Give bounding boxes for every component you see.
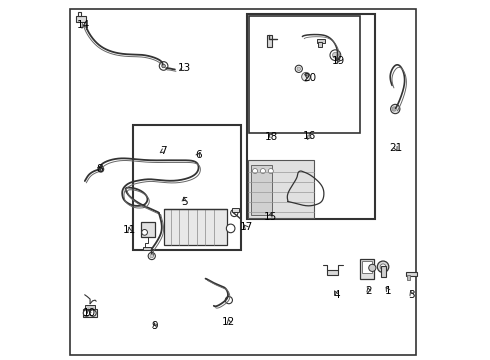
Text: 1: 1 xyxy=(385,286,392,296)
Circle shape xyxy=(377,261,389,273)
Circle shape xyxy=(269,168,273,174)
Circle shape xyxy=(150,254,153,258)
Bar xyxy=(76,16,86,22)
Text: 8: 8 xyxy=(97,163,103,174)
Text: 4: 4 xyxy=(333,290,340,300)
Bar xyxy=(267,35,272,47)
Circle shape xyxy=(380,264,386,270)
Circle shape xyxy=(330,50,341,60)
Circle shape xyxy=(90,310,96,316)
Circle shape xyxy=(98,166,104,172)
Bar xyxy=(251,165,272,215)
Text: 12: 12 xyxy=(222,317,236,327)
Bar xyxy=(143,247,151,250)
Bar xyxy=(362,261,372,273)
Bar xyxy=(77,12,81,16)
Text: 6: 6 xyxy=(195,150,202,160)
Circle shape xyxy=(368,264,376,271)
Text: 9: 9 xyxy=(151,321,158,331)
Bar xyxy=(327,270,338,275)
Circle shape xyxy=(252,168,258,174)
Bar xyxy=(164,209,227,244)
Bar xyxy=(360,259,374,279)
Bar xyxy=(85,305,95,309)
Text: 16: 16 xyxy=(303,131,316,141)
Circle shape xyxy=(148,252,155,260)
Text: 19: 19 xyxy=(332,56,345,66)
Text: 11: 11 xyxy=(123,225,136,235)
Bar xyxy=(248,160,314,218)
Circle shape xyxy=(302,72,310,81)
Circle shape xyxy=(391,104,400,114)
Text: 7: 7 xyxy=(160,145,167,156)
Text: 5: 5 xyxy=(181,197,187,207)
Circle shape xyxy=(83,310,90,316)
Bar xyxy=(407,275,410,280)
Text: 15: 15 xyxy=(264,212,277,221)
Circle shape xyxy=(297,67,300,71)
Text: 17: 17 xyxy=(240,222,253,232)
Circle shape xyxy=(392,107,396,111)
Text: 14: 14 xyxy=(77,20,90,30)
Circle shape xyxy=(162,64,166,68)
Text: 2: 2 xyxy=(366,286,372,296)
Circle shape xyxy=(260,168,266,174)
Bar xyxy=(133,126,242,250)
Circle shape xyxy=(231,210,238,217)
Bar xyxy=(232,208,239,212)
Circle shape xyxy=(226,224,235,233)
Circle shape xyxy=(295,65,302,72)
Bar xyxy=(317,39,324,43)
Circle shape xyxy=(159,62,168,70)
Text: 13: 13 xyxy=(177,63,191,73)
Circle shape xyxy=(142,229,147,235)
Circle shape xyxy=(333,52,338,58)
Bar xyxy=(318,42,322,47)
Text: 3: 3 xyxy=(409,290,415,300)
Circle shape xyxy=(225,297,232,304)
Bar xyxy=(248,16,360,134)
Text: 10: 10 xyxy=(82,308,96,318)
Bar xyxy=(247,14,375,219)
Bar xyxy=(406,272,417,276)
Bar xyxy=(141,222,155,237)
Bar xyxy=(83,309,97,317)
Text: 20: 20 xyxy=(303,73,316,83)
Bar xyxy=(381,266,386,277)
Text: 18: 18 xyxy=(265,132,278,142)
Text: 21: 21 xyxy=(389,143,402,153)
